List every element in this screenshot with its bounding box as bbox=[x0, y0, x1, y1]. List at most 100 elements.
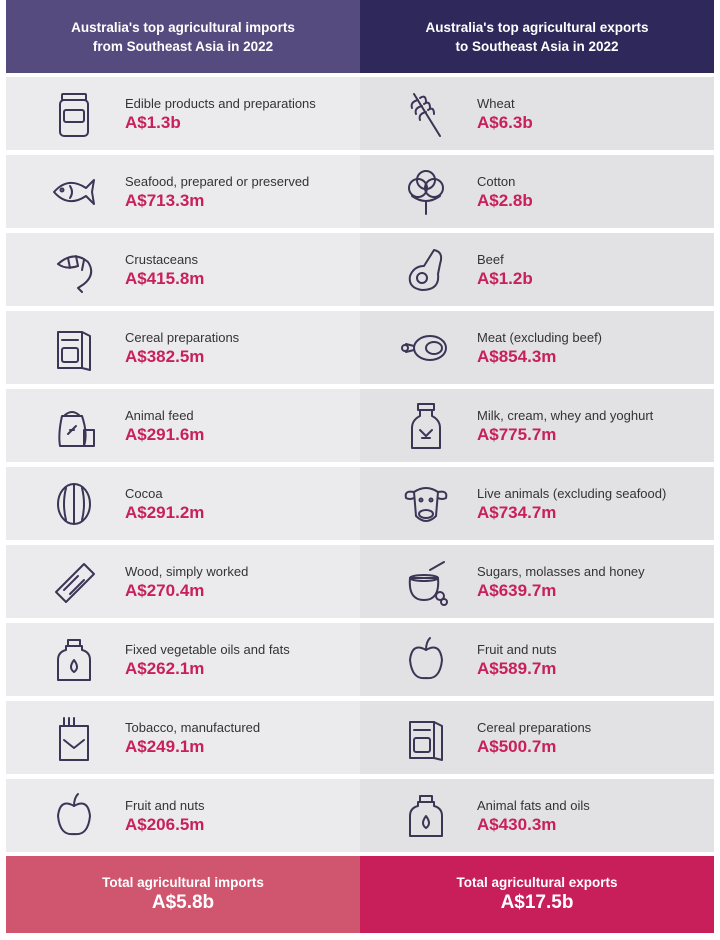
export-label: Milk, cream, whey and yoghurt bbox=[477, 408, 654, 423]
table-row: Tobacco, manufactured A$249.1m Cereal prep… bbox=[6, 701, 714, 774]
feed-sack-icon bbox=[48, 400, 100, 452]
import-value: A$1.3b bbox=[125, 113, 181, 132]
export-value: A$589.7m bbox=[477, 659, 557, 678]
ham-icon bbox=[400, 322, 452, 374]
table-row: Fruit and nuts A$206.5m Animal fats and oi… bbox=[6, 779, 714, 852]
export-item: Milk, cream, whey and yoghurt A$775.7m bbox=[360, 389, 714, 462]
import-label: Seafood, prepared or preserved bbox=[125, 174, 310, 189]
export-item: Live animals (excluding seafood) A$734.7m bbox=[360, 467, 714, 540]
apple-icon bbox=[400, 634, 452, 686]
import-value: A$249.1m bbox=[125, 737, 205, 756]
apple-icon bbox=[48, 790, 100, 842]
export-value: A$734.7m bbox=[477, 503, 557, 522]
shrimp-icon bbox=[48, 244, 100, 296]
import-item: Animal feed A$291.6m bbox=[6, 389, 360, 462]
export-label: Cotton bbox=[477, 174, 516, 189]
exports-title: Australia's top agricultural exports to … bbox=[360, 0, 714, 73]
wheat-icon bbox=[400, 88, 452, 140]
table-row: Cocoa A$291.2m Live animals (excluding sea… bbox=[6, 467, 714, 540]
import-item: Crustaceans A$415.8m bbox=[6, 233, 360, 306]
oil-bottle-icon bbox=[400, 790, 452, 842]
cow-icon bbox=[400, 478, 452, 530]
export-item: Sugars, molasses and honey A$639.7m bbox=[360, 545, 714, 618]
oil-bottle-icon bbox=[48, 634, 100, 686]
import-item: Fruit and nuts A$206.5m bbox=[6, 779, 360, 852]
export-label: Beef bbox=[477, 252, 504, 267]
export-item: Cotton A$2.8b bbox=[360, 155, 714, 228]
import-item: Edible products and preparations A$1.3b bbox=[6, 77, 360, 150]
import-label: Fruit and nuts bbox=[125, 798, 205, 813]
table-row: Animal feed A$291.6m Milk, cream, whey and… bbox=[6, 389, 714, 462]
table-row: Wood, simply worked A$270.4m Sugars, molas… bbox=[6, 545, 714, 618]
export-item: Meat (excluding beef) A$854.3m bbox=[360, 311, 714, 384]
import-label: Fixed vegetable oils and fats bbox=[125, 642, 290, 657]
export-item: Wheat A$6.3b bbox=[360, 77, 714, 150]
totals: Total agricultural imports A$5.8b Total … bbox=[6, 856, 714, 933]
infographic: Australia's top agricultural imports fro… bbox=[6, 0, 714, 933]
import-label: Crustaceans bbox=[125, 252, 198, 267]
export-value: A$2.8b bbox=[477, 191, 533, 210]
total-exports-label: Total agricultural exports bbox=[456, 875, 618, 890]
export-value: A$1.2b bbox=[477, 269, 533, 288]
total-exports: Total agricultural exports A$17.5b bbox=[360, 856, 714, 933]
fish-icon bbox=[48, 166, 100, 218]
import-label: Cereal preparations bbox=[125, 330, 240, 345]
table-row: Fixed vegetable oils and fats A$262.1m Fru… bbox=[6, 623, 714, 696]
import-value: A$415.8m bbox=[125, 269, 205, 288]
export-label: Cereal preparations bbox=[477, 720, 592, 735]
export-value: A$6.3b bbox=[477, 113, 533, 132]
import-label: Wood, simply worked bbox=[125, 564, 249, 579]
commodity-rows: Edible products and preparations A$1.3b Wh… bbox=[6, 77, 714, 852]
import-label: Animal feed bbox=[125, 408, 194, 423]
export-label: Live animals (excluding seafood) bbox=[477, 486, 667, 501]
table-row: Crustaceans A$415.8m Beef A$1.2b bbox=[6, 233, 714, 306]
import-value: A$291.2m bbox=[125, 503, 205, 522]
import-value: A$382.5m bbox=[125, 347, 205, 366]
export-label: Sugars, molasses and honey bbox=[477, 564, 645, 579]
total-imports-value: A$5.8b bbox=[151, 892, 215, 913]
import-value: A$262.1m bbox=[125, 659, 205, 678]
cocoa-pod-icon bbox=[48, 478, 100, 530]
export-item: Beef A$1.2b bbox=[360, 233, 714, 306]
cotton-icon bbox=[400, 166, 452, 218]
export-label: Meat (excluding beef) bbox=[477, 330, 603, 345]
jar-icon bbox=[48, 88, 100, 140]
cereal-box-icon bbox=[400, 712, 452, 764]
import-item: Wood, simply worked A$270.4m bbox=[6, 545, 360, 618]
export-value: A$430.3m bbox=[477, 815, 557, 834]
export-label: Wheat bbox=[477, 96, 515, 111]
header: Australia's top agricultural imports fro… bbox=[6, 0, 714, 73]
import-item: Cereal preparations A$382.5m bbox=[6, 311, 360, 384]
import-value: A$206.5m bbox=[125, 815, 205, 834]
export-label: Fruit and nuts bbox=[477, 642, 557, 657]
export-item: Animal fats and oils A$430.3m bbox=[360, 779, 714, 852]
table-row: Cereal preparations A$382.5m Meat (excludi… bbox=[6, 311, 714, 384]
export-item: Cereal preparations A$500.7m bbox=[360, 701, 714, 774]
milk-can-icon bbox=[400, 400, 452, 452]
cigarette-pack-icon bbox=[48, 712, 100, 764]
export-value: A$775.7m bbox=[477, 425, 557, 444]
import-item: Seafood, prepared or preserved A$713.3m bbox=[6, 155, 360, 228]
total-imports-label: Total agricultural imports bbox=[102, 875, 264, 890]
import-item: Tobacco, manufactured A$249.1m bbox=[6, 701, 360, 774]
import-value: A$270.4m bbox=[125, 581, 205, 600]
export-item: Fruit and nuts A$589.7m bbox=[360, 623, 714, 696]
import-value: A$291.6m bbox=[125, 425, 205, 444]
total-exports-value: A$17.5b bbox=[500, 892, 574, 913]
wood-plank-icon bbox=[48, 556, 100, 608]
import-item: Fixed vegetable oils and fats A$262.1m bbox=[6, 623, 360, 696]
import-label: Edible products and preparations bbox=[125, 96, 316, 111]
export-label: Animal fats and oils bbox=[477, 798, 590, 813]
export-value: A$854.3m bbox=[477, 347, 557, 366]
import-label: Tobacco, manufactured bbox=[125, 720, 261, 735]
imports-title: Australia's top agricultural imports fro… bbox=[6, 0, 360, 73]
import-item: Cocoa A$291.2m bbox=[6, 467, 360, 540]
table-row: Edible products and preparations A$1.3b Wh… bbox=[6, 77, 714, 150]
table-row: Seafood, prepared or preserved A$713.3m Co… bbox=[6, 155, 714, 228]
export-value: A$639.7m bbox=[477, 581, 557, 600]
cereal-box-icon bbox=[48, 322, 100, 374]
steak-icon bbox=[400, 244, 452, 296]
import-value: A$713.3m bbox=[125, 191, 205, 210]
export-value: A$500.7m bbox=[477, 737, 557, 756]
honey-pot-icon bbox=[400, 556, 452, 608]
